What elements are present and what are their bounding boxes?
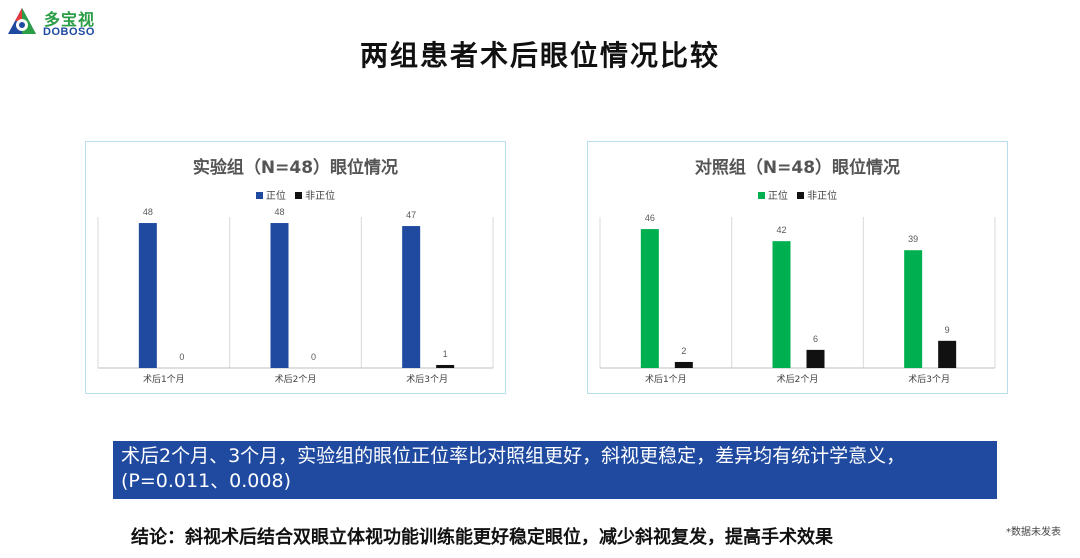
data-label: 6 xyxy=(813,334,818,344)
legend-item-series-2: 非正位 xyxy=(295,187,335,202)
x-tick-label: 术后3个月 xyxy=(908,373,950,385)
logo: 多宝视 DOBOSO xyxy=(6,4,126,40)
legend-swatch xyxy=(757,192,765,199)
data-label: 0 xyxy=(311,352,316,362)
data-label: 0 xyxy=(179,352,184,362)
chart-title: 实验组（N=48）眼位情况 xyxy=(192,158,399,178)
data-label: 2 xyxy=(681,346,686,356)
logo-name-cn: 多宝视 xyxy=(44,10,96,29)
bar-misaligned xyxy=(806,349,825,368)
data-label: 47 xyxy=(406,210,416,220)
bar-misaligned xyxy=(674,361,693,368)
logo-mark-icon xyxy=(8,8,36,34)
legend-item-series-1: 正位 xyxy=(757,187,788,202)
bar-aligned xyxy=(904,250,923,368)
chart-legend: 正位 非正位 xyxy=(86,187,505,202)
x-tick-label: 术后2个月 xyxy=(275,373,317,385)
chart-title: 对照组（N=48）眼位情况 xyxy=(694,158,901,178)
legend-label: 正位 xyxy=(767,191,788,202)
legend-label: 非正位 xyxy=(305,191,336,202)
slide-title: 两组患者术后眼位情况比较 xyxy=(359,39,720,72)
x-tick-label: 术后1个月 xyxy=(645,373,687,385)
chart-control-group: 对照组（N=48）眼位情况 正位 非正位 46 2 术后1个月 42 6 术后2个月 39 9… xyxy=(587,141,1008,394)
bar-chart-svg: 48 0 术后1个月 48 0 术后2个月 47 1 术后3个月 xyxy=(97,207,494,385)
legend-label: 正位 xyxy=(265,191,286,202)
data-label: 42 xyxy=(776,225,786,235)
bar-aligned xyxy=(270,223,289,368)
bar-aligned xyxy=(402,226,421,368)
x-tick-label: 术后2个月 xyxy=(777,373,819,385)
conclusion-text: 结论：斜视术后结合双眼立体视功能训练能更好稳定眼位，减少斜视复发，提高手术效果 xyxy=(131,527,833,548)
legend-swatch xyxy=(797,192,805,199)
bar-misaligned xyxy=(938,340,957,368)
data-label: 39 xyxy=(908,234,918,244)
summary-box: 术后2个月、3个月，实验组的眼位正位率比对照组更好，斜视更稳定，差异均有统计学意… xyxy=(113,441,997,499)
data-label: 48 xyxy=(274,207,284,217)
chart-experimental-group: 实验组（N=48）眼位情况 正位 非正位 48 0 术后1个月 48 0 术后2个月 47 1… xyxy=(85,141,506,394)
chart-legend: 正位 非正位 xyxy=(588,187,1007,202)
bar-aligned xyxy=(640,229,659,368)
bar-chart-svg: 46 2 术后1个月 42 6 术后2个月 39 9 术后3个月 xyxy=(599,213,996,385)
footnote: *数据未发表 xyxy=(1006,527,1061,538)
bar-aligned xyxy=(772,241,791,368)
legend-swatch xyxy=(295,192,303,199)
data-label: 1 xyxy=(443,349,448,359)
x-tick-label: 术后3个月 xyxy=(406,373,448,385)
legend-item-series-2: 非正位 xyxy=(797,187,837,202)
data-label: 46 xyxy=(645,213,655,223)
legend-label: 非正位 xyxy=(807,191,838,202)
bar-aligned xyxy=(138,223,157,368)
bar-misaligned xyxy=(436,364,455,368)
data-label: 9 xyxy=(945,325,950,335)
data-label: 48 xyxy=(143,207,153,217)
x-tick-label: 术后1个月 xyxy=(143,373,185,385)
legend-item-series-1: 正位 xyxy=(255,187,286,202)
logo-name-en: DOBOSO xyxy=(43,26,95,38)
legend-swatch xyxy=(255,192,263,199)
